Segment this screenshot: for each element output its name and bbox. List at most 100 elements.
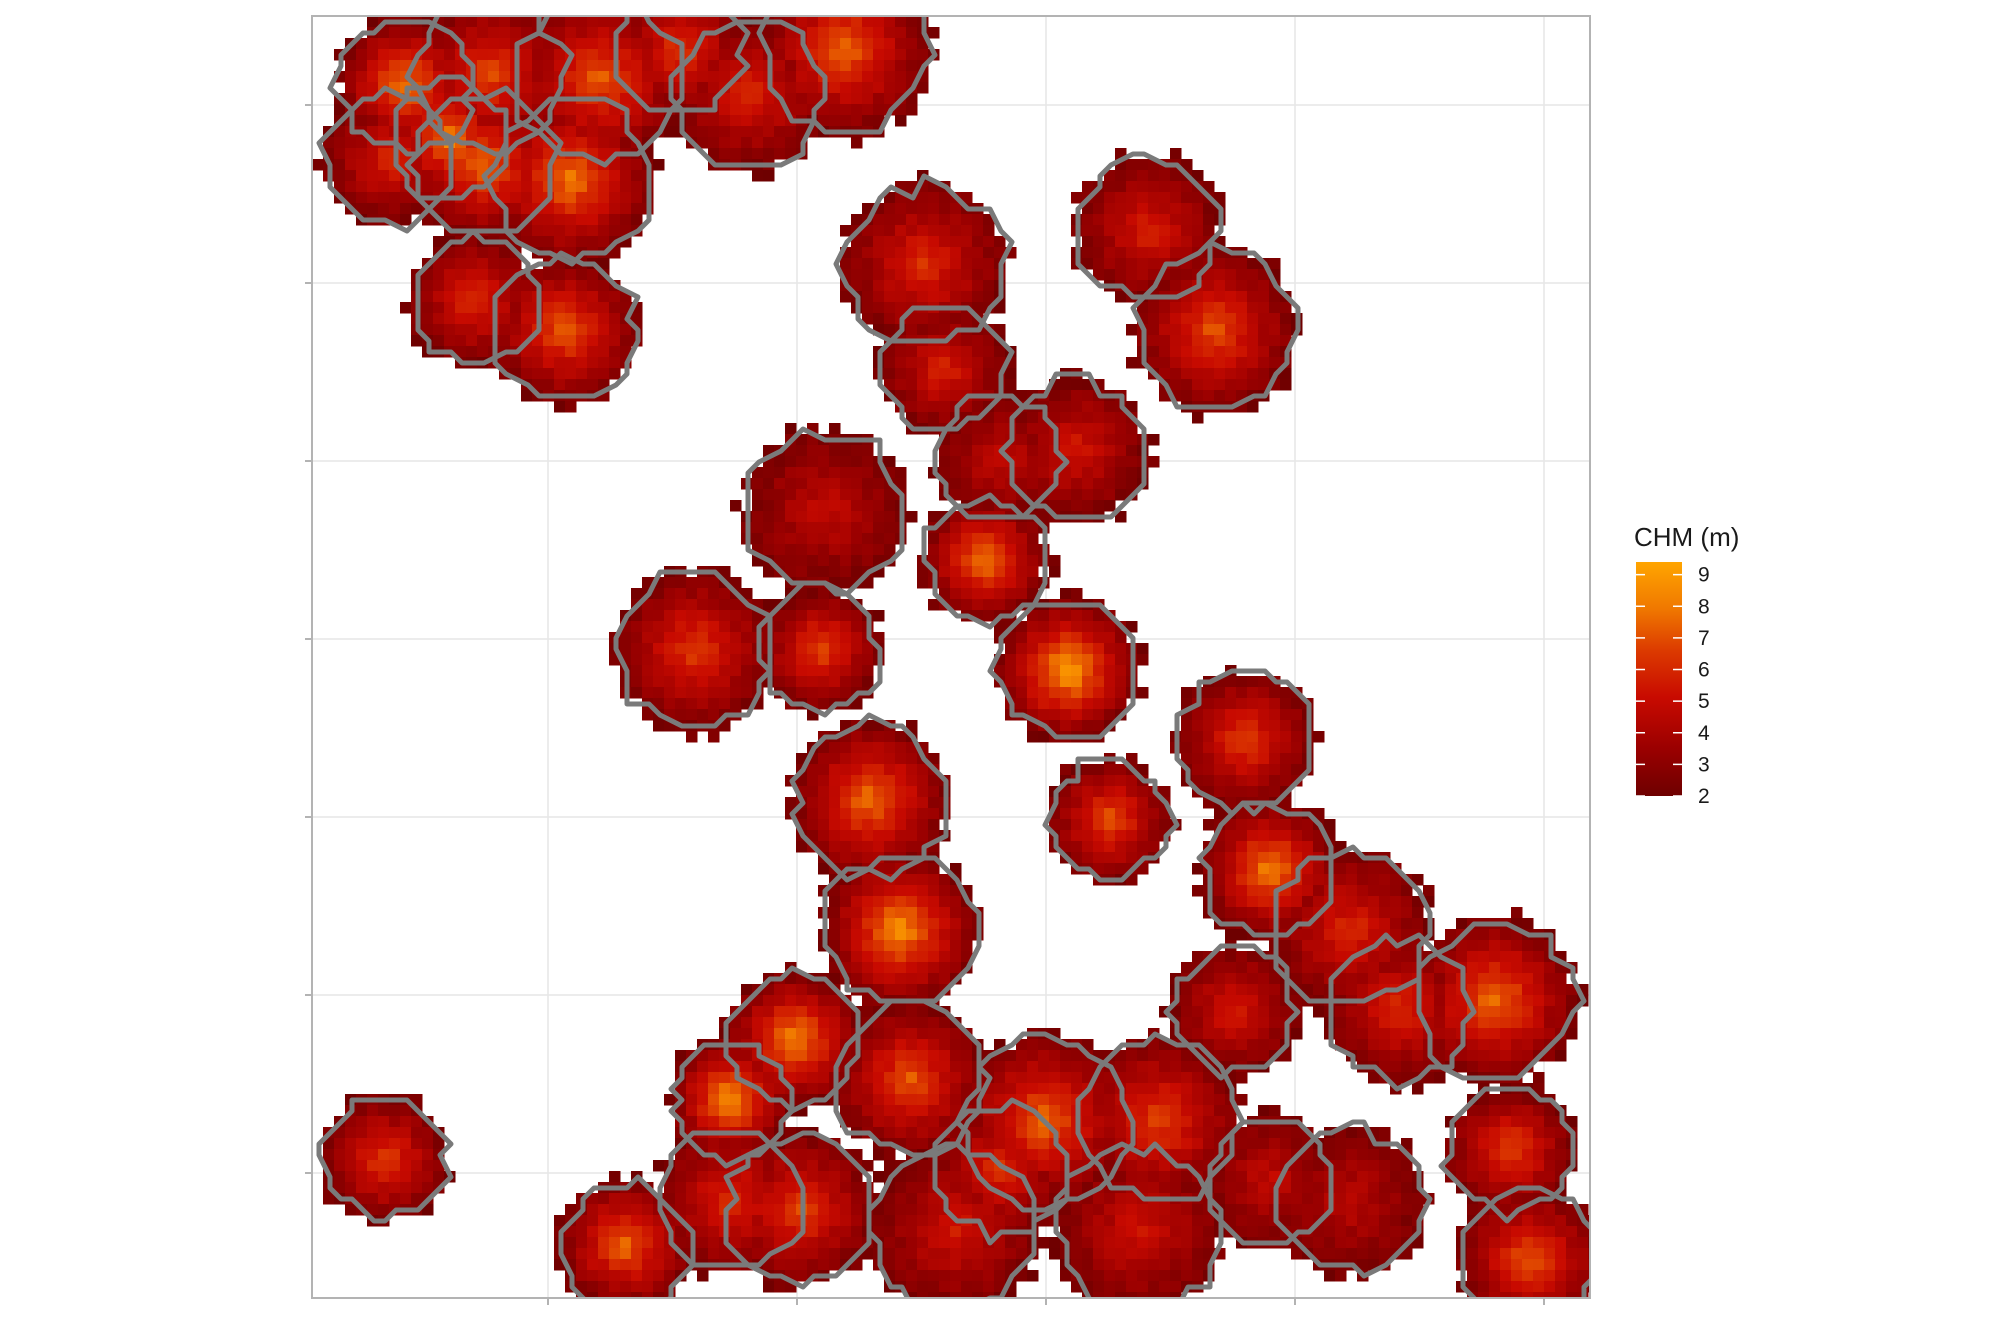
chm-cell xyxy=(1181,731,1193,743)
chm-cell xyxy=(961,346,973,358)
chm-cell xyxy=(1258,324,1270,336)
chm-cell xyxy=(1346,984,1358,996)
chm-cell xyxy=(389,214,401,226)
chm-cell xyxy=(917,1094,929,1106)
chm-cell xyxy=(873,1017,885,1029)
chm-cell xyxy=(972,456,984,468)
chm-cell xyxy=(1005,357,1017,369)
chm-cell xyxy=(862,489,874,501)
chm-cell xyxy=(554,401,566,413)
chm-cell xyxy=(455,335,467,347)
chm-cell xyxy=(1478,1094,1490,1106)
chm-cell xyxy=(1192,1083,1204,1095)
chm-cell xyxy=(1236,302,1248,314)
chm-cell xyxy=(631,71,643,83)
chm-cell xyxy=(983,280,995,292)
chm-cell xyxy=(653,720,665,732)
chm-cell xyxy=(1247,401,1259,413)
chm-cell xyxy=(686,599,698,611)
chm-cell xyxy=(1269,1017,1281,1029)
chm-cell xyxy=(818,27,830,39)
chm-cell xyxy=(884,863,896,875)
chm-cell xyxy=(1071,709,1083,721)
chm-cell xyxy=(917,291,929,303)
chm-cell xyxy=(928,357,940,369)
chm-cell xyxy=(741,1072,753,1084)
chm-cell xyxy=(1434,1017,1446,1029)
chm-cell xyxy=(1093,434,1105,446)
chm-cell xyxy=(1346,874,1358,886)
chm-cell xyxy=(1159,181,1171,193)
chm-cell xyxy=(1258,852,1270,864)
chm-cell xyxy=(906,379,918,391)
chm-cell xyxy=(1236,1028,1248,1040)
chm-cell xyxy=(906,214,918,226)
chm-cell xyxy=(928,555,940,567)
chm-cell xyxy=(741,38,753,50)
chm-cell xyxy=(917,313,929,325)
chm-cell xyxy=(510,192,522,204)
chm-cell xyxy=(840,599,852,611)
chm-cell xyxy=(1005,1138,1017,1150)
chm-cell xyxy=(1170,225,1182,237)
chm-cell xyxy=(1225,1039,1237,1051)
chm-cell xyxy=(928,1072,940,1084)
chm-cell xyxy=(807,467,819,479)
chm-cell xyxy=(1082,764,1094,776)
chm-cell xyxy=(873,225,885,237)
chm-cell xyxy=(1401,1039,1413,1051)
chm-cell xyxy=(1005,654,1017,666)
chm-cell xyxy=(565,170,577,182)
chm-cell xyxy=(1115,1171,1127,1183)
chm-cell xyxy=(983,445,995,457)
chm-cell xyxy=(1093,1193,1105,1205)
chm-cell xyxy=(543,302,555,314)
chm-cell xyxy=(774,467,786,479)
chm-cell xyxy=(1027,577,1039,589)
chm-cell xyxy=(1302,984,1314,996)
chm-cell xyxy=(807,511,819,523)
chm-cell xyxy=(1269,1028,1281,1040)
chm-cell xyxy=(642,610,654,622)
chm-cell xyxy=(521,236,533,248)
chm-cell xyxy=(895,819,907,831)
chm-cell xyxy=(488,247,500,259)
chm-cell xyxy=(521,159,533,171)
chm-cell xyxy=(906,412,918,424)
chm-cell xyxy=(378,1149,390,1161)
chm-cell xyxy=(389,1171,401,1183)
chm-cell xyxy=(1192,324,1204,336)
chm-cell xyxy=(323,1160,335,1172)
chm-cell xyxy=(884,1127,896,1139)
chm-cell xyxy=(1203,181,1215,193)
chm-cell xyxy=(345,192,357,204)
chm-cell xyxy=(1269,819,1281,831)
chm-cell xyxy=(1566,1116,1578,1128)
chm-cell xyxy=(1082,434,1094,446)
chm-cell xyxy=(1104,852,1116,864)
chm-cell xyxy=(1368,1149,1380,1161)
chm-cell xyxy=(1401,973,1413,985)
chm-cell xyxy=(1313,973,1325,985)
chm-cell xyxy=(884,16,896,28)
chm-cell xyxy=(917,907,929,919)
chm-cell xyxy=(873,214,885,226)
chm-cell xyxy=(1060,654,1072,666)
chm-cell xyxy=(411,1138,423,1150)
chm-cell xyxy=(961,192,973,204)
chm-cell xyxy=(961,1171,973,1183)
chm-cell xyxy=(873,1171,885,1183)
chm-cell xyxy=(1236,1006,1248,1018)
chm-cell xyxy=(378,203,390,215)
chm-cell xyxy=(829,1149,841,1161)
chm-cell xyxy=(1522,918,1534,930)
chm-cell xyxy=(939,577,951,589)
chm-cell xyxy=(884,1050,896,1062)
chm-cell xyxy=(1082,412,1094,424)
chm-cell xyxy=(818,60,830,72)
chm-cell xyxy=(1137,1072,1149,1084)
chm-cell xyxy=(796,1094,808,1106)
chm-cell xyxy=(1049,1160,1061,1172)
chm-cell xyxy=(928,269,940,281)
chm-cell xyxy=(785,49,797,61)
